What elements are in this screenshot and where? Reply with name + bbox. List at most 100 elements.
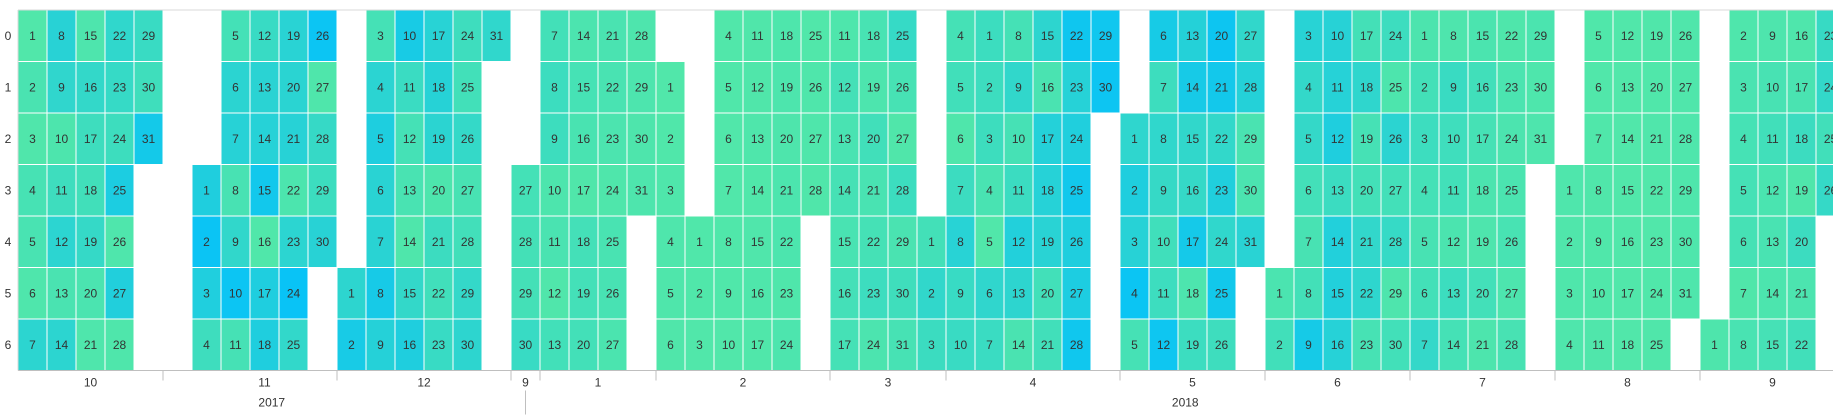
heatmap-cell[interactable] bbox=[278, 318, 309, 371]
heatmap-cell[interactable] bbox=[539, 112, 570, 165]
heatmap-cell[interactable] bbox=[1641, 318, 1672, 371]
heatmap-cell[interactable] bbox=[1003, 112, 1034, 165]
heatmap-cell[interactable] bbox=[1641, 9, 1672, 62]
heatmap-cell[interactable] bbox=[1467, 215, 1498, 268]
heatmap-cell[interactable] bbox=[17, 61, 48, 114]
heatmap-cell[interactable] bbox=[626, 112, 657, 165]
heatmap-cell[interactable] bbox=[1728, 164, 1759, 217]
heatmap-cell[interactable] bbox=[655, 61, 686, 114]
heatmap-cell[interactable] bbox=[452, 267, 483, 320]
heatmap-cell[interactable] bbox=[1177, 267, 1208, 320]
heatmap-cell[interactable] bbox=[220, 61, 251, 114]
heatmap-cell[interactable] bbox=[1090, 9, 1121, 62]
heatmap-cell[interactable] bbox=[1293, 318, 1324, 371]
heatmap-cell[interactable] bbox=[829, 9, 860, 62]
heatmap-cell[interactable] bbox=[1757, 318, 1788, 371]
heatmap-cell[interactable] bbox=[771, 164, 802, 217]
heatmap-cell[interactable] bbox=[452, 164, 483, 217]
heatmap-cell[interactable] bbox=[394, 112, 425, 165]
heatmap-cell[interactable] bbox=[1322, 164, 1353, 217]
heatmap-cell[interactable] bbox=[800, 164, 831, 217]
heatmap-cell[interactable] bbox=[1641, 112, 1672, 165]
heatmap-cell[interactable] bbox=[307, 215, 338, 268]
heatmap-cell[interactable] bbox=[539, 61, 570, 114]
heatmap-cell[interactable] bbox=[1496, 318, 1527, 371]
heatmap-cell[interactable] bbox=[916, 318, 947, 371]
heatmap-cell[interactable] bbox=[1554, 318, 1585, 371]
heatmap-cell[interactable] bbox=[365, 267, 396, 320]
heatmap-cell[interactable] bbox=[1061, 318, 1092, 371]
heatmap-cell[interactable] bbox=[1264, 318, 1295, 371]
heatmap-cell[interactable] bbox=[945, 61, 976, 114]
heatmap-cell[interactable] bbox=[452, 318, 483, 371]
heatmap-cell[interactable] bbox=[75, 318, 106, 371]
heatmap-cell[interactable] bbox=[1786, 112, 1817, 165]
heatmap-cell[interactable] bbox=[974, 61, 1005, 114]
heatmap-cell[interactable] bbox=[1409, 215, 1440, 268]
heatmap-cell[interactable] bbox=[1119, 112, 1150, 165]
heatmap-cell[interactable] bbox=[1670, 112, 1701, 165]
heatmap-cell[interactable] bbox=[1322, 318, 1353, 371]
heatmap-cell[interactable] bbox=[1786, 267, 1817, 320]
heatmap-cell[interactable] bbox=[1786, 318, 1817, 371]
heatmap-cell[interactable] bbox=[829, 215, 860, 268]
heatmap-cell[interactable] bbox=[1177, 61, 1208, 114]
heatmap-cell[interactable] bbox=[278, 164, 309, 217]
heatmap-cell[interactable] bbox=[1206, 164, 1237, 217]
heatmap-cell[interactable] bbox=[365, 318, 396, 371]
heatmap-cell[interactable] bbox=[858, 267, 889, 320]
heatmap-cell[interactable] bbox=[1728, 215, 1759, 268]
heatmap-cell[interactable] bbox=[539, 9, 570, 62]
heatmap-cell[interactable] bbox=[249, 215, 280, 268]
heatmap-cell[interactable] bbox=[75, 267, 106, 320]
heatmap-cell[interactable] bbox=[1409, 318, 1440, 371]
heatmap-cell[interactable] bbox=[394, 164, 425, 217]
heatmap-cell[interactable] bbox=[423, 215, 454, 268]
heatmap-cell[interactable] bbox=[510, 267, 541, 320]
heatmap-cell[interactable] bbox=[1003, 9, 1034, 62]
heatmap-cell[interactable] bbox=[887, 164, 918, 217]
heatmap-cell[interactable] bbox=[684, 215, 715, 268]
heatmap-cell[interactable] bbox=[655, 112, 686, 165]
heatmap-cell[interactable] bbox=[1235, 112, 1266, 165]
heatmap-cell[interactable] bbox=[1061, 215, 1092, 268]
heatmap-cell[interactable] bbox=[626, 164, 657, 217]
heatmap-cell[interactable] bbox=[655, 164, 686, 217]
heatmap-cell[interactable] bbox=[133, 112, 164, 165]
heatmap-cell[interactable] bbox=[916, 267, 947, 320]
heatmap-cell[interactable] bbox=[46, 215, 77, 268]
heatmap-cell[interactable] bbox=[829, 267, 860, 320]
heatmap-cell[interactable] bbox=[1583, 61, 1614, 114]
heatmap-cell[interactable] bbox=[1612, 318, 1643, 371]
heatmap-cell[interactable] bbox=[1322, 215, 1353, 268]
heatmap-cell[interactable] bbox=[742, 61, 773, 114]
heatmap-cell[interactable] bbox=[539, 267, 570, 320]
heatmap-cell[interactable] bbox=[655, 318, 686, 371]
heatmap-cell[interactable] bbox=[974, 215, 1005, 268]
heatmap-cell[interactable] bbox=[1757, 61, 1788, 114]
heatmap-cell[interactable] bbox=[278, 215, 309, 268]
heatmap-cell[interactable] bbox=[1322, 61, 1353, 114]
heatmap-cell[interactable] bbox=[1438, 9, 1469, 62]
heatmap-cell[interactable] bbox=[1061, 9, 1092, 62]
heatmap-cell[interactable] bbox=[1612, 112, 1643, 165]
heatmap-cell[interactable] bbox=[1699, 318, 1730, 371]
heatmap-cell[interactable] bbox=[75, 164, 106, 217]
heatmap-cell[interactable] bbox=[1032, 61, 1063, 114]
heatmap-cell[interactable] bbox=[1148, 164, 1179, 217]
heatmap-cell[interactable] bbox=[1032, 318, 1063, 371]
heatmap-cell[interactable] bbox=[1612, 164, 1643, 217]
heatmap-cell[interactable] bbox=[452, 215, 483, 268]
heatmap-cell[interactable] bbox=[1061, 267, 1092, 320]
heatmap-cell[interactable] bbox=[1351, 112, 1382, 165]
heatmap-cell[interactable] bbox=[568, 318, 599, 371]
heatmap-cell[interactable] bbox=[829, 318, 860, 371]
heatmap-cell[interactable] bbox=[858, 164, 889, 217]
heatmap-cell[interactable] bbox=[104, 61, 135, 114]
heatmap-cell[interactable] bbox=[1380, 61, 1411, 114]
heatmap-cell[interactable] bbox=[1148, 215, 1179, 268]
heatmap-cell[interactable] bbox=[742, 267, 773, 320]
heatmap-cell[interactable] bbox=[1119, 215, 1150, 268]
heatmap-cell[interactable] bbox=[1119, 318, 1150, 371]
heatmap-cell[interactable] bbox=[1206, 267, 1237, 320]
